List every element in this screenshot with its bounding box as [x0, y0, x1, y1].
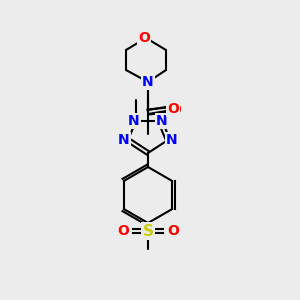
Text: N: N [156, 114, 168, 128]
Text: O: O [167, 102, 179, 116]
Text: O: O [138, 31, 150, 45]
Text: N: N [128, 114, 140, 128]
Text: O: O [169, 103, 181, 117]
Text: O: O [117, 224, 129, 238]
Text: N: N [166, 133, 178, 147]
Text: N: N [142, 75, 154, 89]
Text: N: N [118, 133, 130, 147]
Text: S: S [142, 224, 154, 238]
Text: O: O [167, 224, 179, 238]
